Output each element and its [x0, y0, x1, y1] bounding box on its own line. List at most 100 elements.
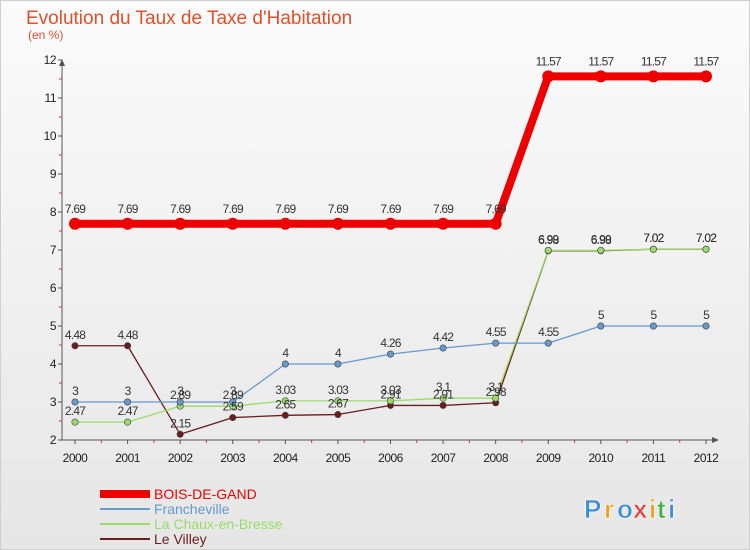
data-label-le-villey: 4.48 [65, 328, 86, 342]
y-tick-label: 2 [50, 433, 57, 447]
series-lines [75, 72, 706, 435]
data-point-la-chaux-en-bresse [492, 394, 500, 402]
x-axis-arrow [712, 437, 719, 443]
axes: 2 3 4 5 6 7 8 9 10 11 12 2000 2001 2002 2003 2004 2005 20… [44, 53, 720, 465]
y-tick-label: 5 [50, 319, 57, 333]
data-point-francheville [229, 398, 237, 406]
x-tick-label: 2007 [431, 451, 457, 465]
data-label-la-chaux-en-bresse: 3.1 [489, 380, 504, 394]
data-point-bois-de-gand [647, 70, 660, 83]
y-tick-label: 9 [50, 167, 57, 181]
data-point-bois-de-gand [700, 70, 712, 83]
data-label-bois-de-gand: 11.57 [588, 54, 614, 68]
data-point-francheville [597, 322, 605, 330]
data-point-francheville [544, 339, 552, 347]
data-label-le-villey: 2.15 [170, 416, 191, 430]
data-label-francheville: 5 [703, 308, 710, 322]
data-point-francheville [124, 398, 132, 406]
data-point-bois-de-gand [384, 217, 397, 230]
data-label-la-chaux-en-bresse: 7.02 [643, 231, 664, 245]
data-label-francheville: 4 [335, 346, 342, 360]
chart-title: Evolution du Taux de Taxe d'Habitation [26, 8, 352, 29]
x-tick-label: 2011 [642, 451, 667, 465]
data-label-bois-de-gand: 7.69 [275, 202, 296, 216]
y-tick-label: 7 [50, 243, 57, 257]
data-point-francheville [71, 398, 79, 406]
data-label-la-chaux-en-bresse: 7.02 [696, 231, 717, 245]
y-axis-arrow [59, 59, 65, 66]
data-point-le-villey [334, 411, 342, 419]
data-label-la-chaux-en-bresse: 3.03 [380, 383, 401, 397]
data-point-francheville [439, 344, 447, 352]
y-tick-label: 11 [45, 91, 57, 105]
data-label-bois-de-gand: 7.69 [328, 202, 349, 216]
y-tick-label: 12 [44, 53, 57, 67]
data-point-la-chaux-en-bresse [281, 397, 289, 405]
data-point-bois-de-gand [69, 217, 81, 230]
data-point-bois-de-gand [121, 217, 134, 230]
data-label-francheville: 4.55 [538, 325, 559, 339]
data-label-le-villey: 2.91 [433, 387, 454, 401]
data-label-la-chaux-en-bresse: 3.03 [275, 383, 296, 397]
data-label-francheville: 3 [72, 384, 79, 398]
data-point-francheville [334, 360, 342, 368]
logo-letter: i [668, 494, 676, 524]
x-tick-label: 2000 [63, 451, 89, 465]
y-tick-label: 8 [50, 205, 57, 219]
data-label-le-villey: 6.98 [591, 233, 612, 247]
logo-letter: t [657, 494, 667, 524]
legend-label-le-villey: Le Villey [154, 531, 207, 547]
data-point-francheville [492, 339, 500, 347]
data-point-bois-de-gand [174, 217, 187, 230]
data-label-le-villey: 4.48 [118, 328, 139, 342]
data-label-le-villey: 2.59 [223, 400, 244, 414]
data-label-bois-de-gand: 7.69 [65, 202, 86, 216]
data-label-bois-de-gand: 7.69 [486, 202, 507, 216]
data-point-la-chaux-en-bresse [439, 394, 447, 402]
data-point-la-chaux-en-bresse [71, 418, 79, 426]
data-point-bois-de-gand [331, 217, 344, 230]
y-tick-label: 4 [50, 357, 57, 371]
x-tick-label: 2009 [536, 451, 562, 465]
x-tick-label: 2003 [220, 451, 246, 465]
data-label-francheville: 4.55 [486, 325, 507, 339]
data-label-le-villey: 6.98 [538, 233, 559, 247]
data-point-francheville [176, 398, 184, 406]
y-tick-label: 6 [50, 281, 57, 295]
data-label-francheville: 3 [125, 384, 132, 398]
logo-letter: x [633, 494, 648, 524]
x-tick-label: 2004 [273, 451, 299, 465]
data-label-la-chaux-en-bresse: 2.47 [118, 404, 139, 418]
x-tick-label: 2012 [694, 451, 720, 465]
data-point-francheville [702, 322, 710, 330]
data-point-la-chaux-en-bresse [386, 397, 394, 405]
data-label-francheville: 4.42 [433, 330, 454, 344]
data-label-le-villey: 2.98 [486, 385, 507, 399]
data-point-le-villey [281, 411, 289, 419]
data-point-bois-de-gand [437, 217, 450, 230]
data-point-bois-de-gand [594, 70, 607, 83]
x-tick-label: 2006 [378, 451, 404, 465]
data-label-francheville: 3 [177, 384, 184, 398]
data-label-bois-de-gand: 7.69 [380, 202, 401, 216]
data-label-le-villey: 2.67 [328, 397, 349, 411]
data-point-francheville [649, 322, 657, 330]
data-label-bois-de-gand: 11.57 [536, 54, 562, 68]
data-label-le-villey: 7.02 [696, 231, 717, 245]
data-point-le-villey [439, 401, 447, 409]
data-point-bois-de-gand [226, 217, 239, 230]
data-label-francheville: 5 [650, 308, 657, 322]
y-tick-label: 3 [50, 395, 57, 409]
data-point-la-chaux-en-bresse [702, 245, 710, 253]
data-point-la-chaux-en-bresse [649, 245, 657, 253]
data-point-le-villey [71, 342, 79, 350]
logo-letter: P [584, 494, 602, 524]
data-label-la-chaux-en-bresse: 2.89 [223, 388, 244, 402]
data-point-la-chaux-en-bresse [544, 246, 552, 254]
data-label-bois-de-gand: 7.69 [118, 202, 139, 216]
legend-label-francheville: Francheville [154, 501, 230, 517]
data-labels: 4.48 4.48 2.15 2.59 2.65 2.67 2.91 2.91 2.98 6.98… [65, 54, 721, 430]
